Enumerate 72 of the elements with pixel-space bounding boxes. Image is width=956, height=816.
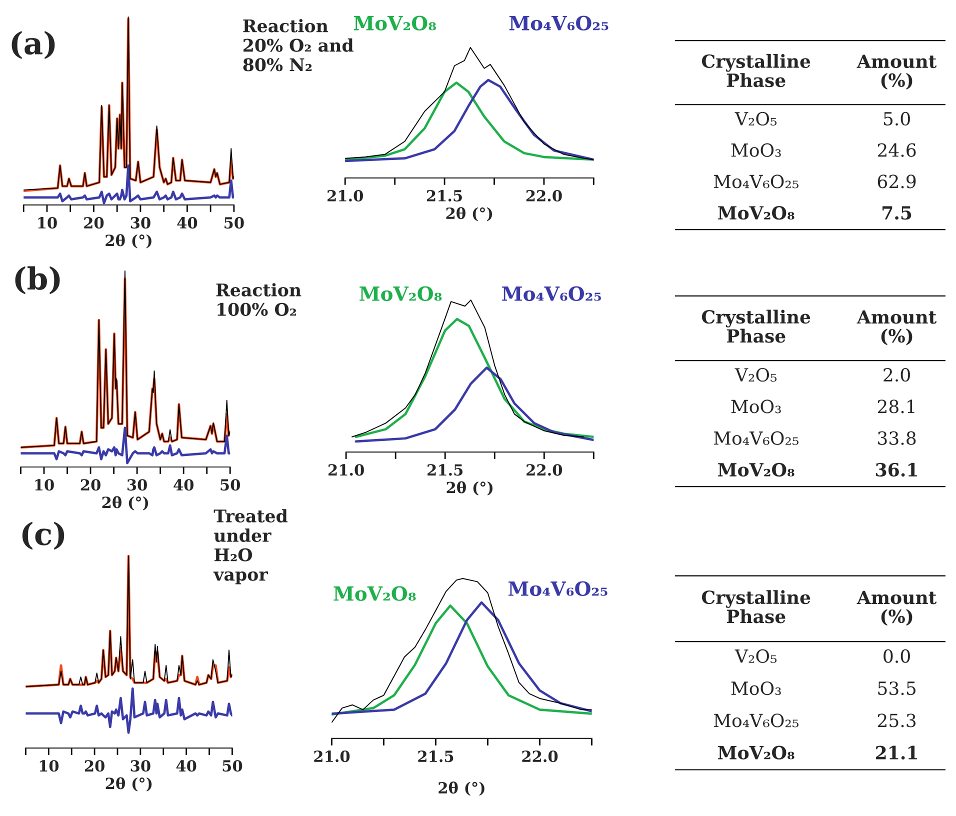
- category-label: V₂O₅: [734, 112, 777, 126]
- text: 24.6: [878, 143, 916, 157]
- x-axis-title: 2θ (°): [102, 496, 148, 510]
- text: Crystalline Phase: [702, 54, 810, 88]
- x-axis-title: 2θ (°): [106, 234, 152, 248]
- category-label: Mo₄V₆O₂₅: [714, 174, 798, 188]
- text: Mo₄V₆O₂₅: [502, 286, 601, 302]
- category-label: Mo₄V₆O₂₅: [714, 431, 798, 445]
- text: 53.5: [878, 681, 916, 696]
- x-axis-title: 2θ (°): [446, 207, 492, 222]
- text: MoV₂O₈: [354, 16, 436, 30]
- text: 25.3: [878, 714, 916, 728]
- x-tick-label: 22.0: [526, 190, 562, 202]
- text: Mo₄V₆O₂₅: [509, 16, 608, 30]
- x-axis-title: 2θ (°): [446, 481, 493, 496]
- x-tick-label: 22.0: [522, 750, 558, 762]
- x-axis-title: 2θ (°): [106, 777, 152, 792]
- category-label: MoO₃: [731, 400, 781, 414]
- text: 21.1: [876, 746, 917, 760]
- x-tick-label: 40: [177, 217, 198, 229]
- x-tick-label: 50: [222, 760, 242, 772]
- x-tick-label: 21.0: [328, 464, 364, 476]
- x-axis-title: 2θ (°): [438, 782, 484, 796]
- series-label: MoV₂O₈: [334, 586, 416, 601]
- x-tick-label: 20: [84, 217, 104, 229]
- text: 0.0: [884, 649, 910, 663]
- x-tick-label: 10: [38, 217, 57, 229]
- category-label: V₂O₅: [734, 368, 777, 382]
- x-tick-label: 21.5: [428, 464, 463, 476]
- category-label: V₂O₅: [734, 649, 777, 663]
- text: Amount (%): [856, 590, 937, 626]
- annotation: Reaction 20% O₂ and 80% N₂: [243, 18, 354, 72]
- x-tick-label: 30: [130, 760, 150, 772]
- x-tick-label: 21.0: [328, 190, 364, 202]
- text: 7.5: [882, 206, 912, 220]
- text: 33.8: [878, 431, 916, 445]
- text: 28.1: [878, 400, 914, 414]
- x-tick-label: 50: [220, 479, 240, 491]
- text: Crystalline Phase: [702, 310, 810, 343]
- category-label: MoO₃: [731, 681, 781, 696]
- annotation: (b): [15, 266, 60, 294]
- x-tick-label: 40: [174, 479, 194, 491]
- annotation: Reaction 100% O₂: [216, 283, 302, 316]
- x-tick-label: 21.5: [418, 750, 454, 762]
- series-label: MoV₂O₈: [360, 286, 442, 302]
- text: 36.1: [876, 462, 917, 477]
- category-label: MoV₂O₈: [718, 462, 794, 477]
- category-label: Mo₄V₆O₂₅: [714, 714, 798, 728]
- x-tick-label: 22.0: [526, 464, 562, 476]
- category-label: MoO₃: [731, 143, 781, 157]
- text: 62.9: [878, 174, 916, 188]
- annotation: Treated under H₂O vapor: [213, 509, 288, 584]
- x-tick-label: 50: [224, 217, 244, 229]
- series-label: Mo₄V₆O₂₅: [508, 581, 608, 596]
- x-tick-label: 20: [84, 760, 104, 772]
- x-tick-label: 10: [40, 760, 59, 772]
- x-tick-label: 21.0: [314, 750, 350, 762]
- text: 2.0: [884, 368, 910, 382]
- text: Amount (%): [856, 310, 937, 346]
- text: Amount (%): [856, 54, 937, 90]
- x-tick-label: 30: [130, 217, 150, 229]
- x-tick-label: 20: [80, 479, 100, 491]
- x-tick-label: 21.5: [426, 190, 462, 202]
- category-label: MoV₂O₈: [718, 746, 794, 760]
- category-label: MoV₂O₈: [718, 206, 794, 220]
- x-tick-label: 40: [176, 760, 196, 772]
- text: Crystalline Phase: [702, 590, 810, 624]
- x-tick-label: 10: [35, 479, 54, 491]
- x-tick-label: 30: [127, 479, 147, 491]
- annotation: (a): [12, 31, 55, 60]
- text: (c): [22, 522, 64, 550]
- text: 5.0: [884, 112, 910, 126]
